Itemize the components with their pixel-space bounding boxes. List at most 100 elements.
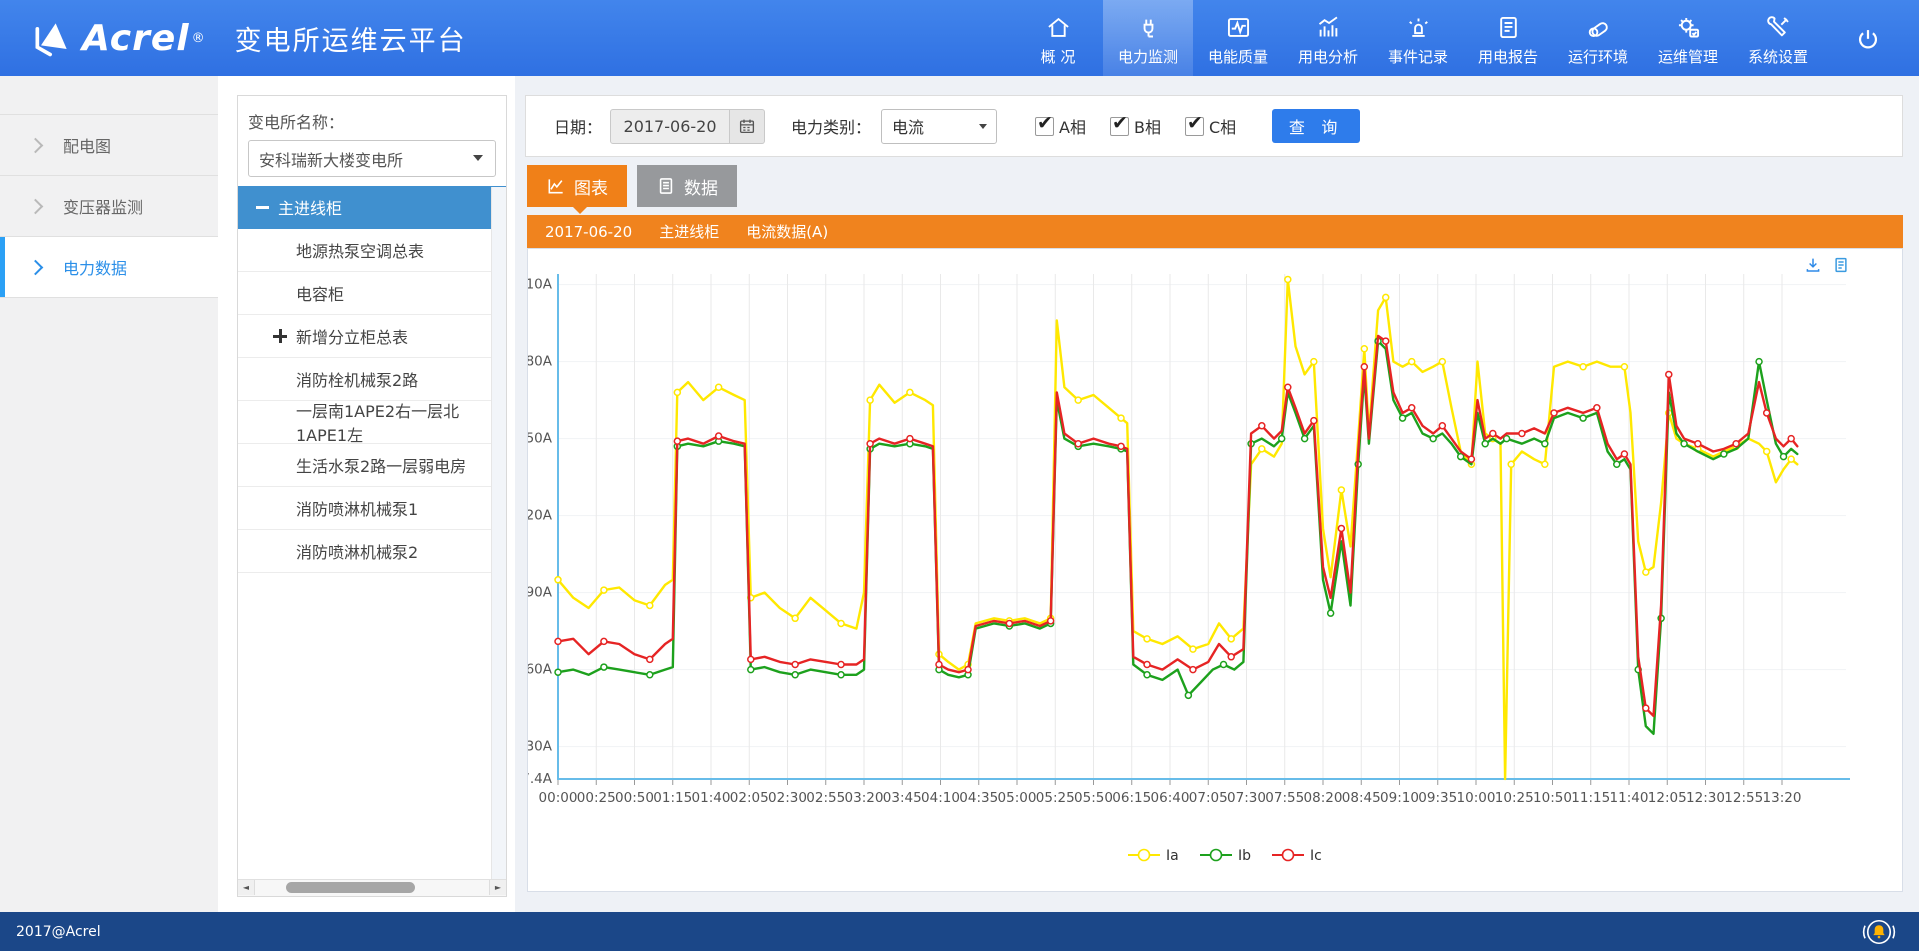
nav-item-system-settings[interactable]: 系统设置 (1733, 0, 1823, 76)
nav-item-power-monitoring[interactable]: 电力监测 (1103, 0, 1193, 76)
svg-text:05:00: 05:00 (998, 790, 1037, 806)
svg-text:07:05: 07:05 (1189, 790, 1228, 806)
tree-item-label: 消防栓机械泵2路 (296, 371, 419, 390)
alarm-bell-icon[interactable] (1861, 914, 1897, 950)
horizontal-scrollbar[interactable]: ◄ ► (238, 879, 506, 896)
checkbox-checked-icon: ✔ (1035, 111, 1055, 136)
nav-item-om-management[interactable]: 运维管理 (1643, 0, 1733, 76)
svg-text:04:10: 04:10 (921, 790, 960, 806)
svg-text:02:05: 02:05 (730, 790, 769, 806)
analysis-icon (1315, 9, 1342, 41)
data-tab-icon (659, 178, 673, 194)
station-select[interactable]: 安科瑞新大楼变电所 (248, 140, 496, 177)
vertical-scrollbar[interactable] (491, 187, 506, 880)
tab-label: 图表 (574, 178, 608, 199)
power-type-select[interactable]: 电流 (881, 108, 998, 144)
sidebar-item-distribution-diagram[interactable]: 配电图 (0, 115, 218, 176)
svg-text:03:45: 03:45 (883, 790, 922, 806)
tab-chart[interactable]: 图表 (527, 165, 627, 214)
result-date: 2017-06-20 (545, 222, 633, 241)
result-metric: 电流数据(A) (746, 223, 829, 241)
view-tabs: 图表 数据 (527, 165, 1903, 214)
collapse-icon[interactable] (256, 201, 269, 214)
tree-item-expandable[interactable]: 新增分立柜总表 (238, 315, 506, 358)
tree-item[interactable]: 地源热泵空调总表 (238, 229, 506, 272)
power-icon (1854, 22, 1882, 54)
nav-label: 事件记录 (1387, 48, 1448, 66)
tree-item[interactable]: 消防栓机械泵2路 (238, 358, 506, 401)
sidebar-list: 配电图 变压器监测 电力数据 (0, 114, 218, 298)
calendar-button[interactable] (730, 108, 766, 144)
svg-text:06:40: 06:40 (1151, 790, 1190, 806)
chevron-right-icon (27, 137, 44, 153)
nav-label: 用电分析 (1297, 48, 1358, 66)
checkbox-checked-icon: ✔ (1184, 111, 1204, 136)
scroll-left-arrow[interactable]: ◄ (238, 880, 255, 895)
tree-item[interactable]: 一层南1APE2右一层北1APE1左 (238, 401, 506, 445)
brand: Acrel ® 变电所运维云平台 (0, 0, 467, 76)
sidebar-item-label: 变压器监测 (63, 198, 144, 217)
svg-text:Ic: Ic (1310, 848, 1322, 864)
nav-item-environment[interactable]: 运行环境 (1553, 0, 1643, 76)
footer: 2017@Acrel (0, 912, 1919, 951)
left-sidebar: 配电图 变压器监测 电力数据 (0, 76, 219, 912)
tree-item[interactable]: 电容柜 (238, 272, 506, 315)
svg-text:09:35: 09:35 (1418, 790, 1457, 806)
result-header: 2017-06-20 主进线柜 电流数据(A) (527, 215, 1903, 248)
tree-item[interactable]: 生活水泵2路一层弱电房 (238, 444, 506, 487)
sidebar-item-label: 配电图 (63, 137, 112, 156)
tree-item-label: 消防喷淋机械泵2 (296, 543, 419, 562)
expand-icon[interactable] (273, 329, 287, 343)
top-header: Acrel ® 变电所运维云平台 概 况 电力监测 电能质量 用电分析 (0, 0, 1919, 76)
svg-text:150A: 150A (528, 431, 553, 447)
sidebar-item-transformer-monitoring[interactable]: 变压器监测 (0, 176, 218, 237)
svg-text:90A: 90A (528, 585, 553, 601)
phase-a-checkbox[interactable]: ✔ A相 (1035, 111, 1086, 138)
phase-c-checkbox[interactable]: ✔ C相 (1184, 111, 1236, 138)
phase-b-checkbox[interactable]: ✔ B相 (1109, 112, 1161, 138)
chevron-right-icon (27, 259, 44, 275)
query-button[interactable]: 查 询 (1272, 109, 1361, 143)
calendar-icon (739, 119, 755, 134)
tab-data[interactable]: 数据 (637, 165, 737, 207)
date-input[interactable]: 2017-06-20 (610, 108, 731, 144)
tools-icon (1765, 9, 1792, 41)
tree-item[interactable]: 消防喷淋机械泵2 (238, 530, 506, 573)
station-select-value: 安科瑞新大楼变电所 (259, 150, 404, 170)
nav-item-event-record[interactable]: 事件记录 (1373, 0, 1463, 76)
sidebar-item-power-data[interactable]: 电力数据 (0, 237, 218, 298)
tree-item-label: 新增分立柜总表 (296, 328, 409, 347)
nav-item-overview[interactable]: 概 况 (1013, 0, 1103, 76)
plug-icon (1135, 9, 1162, 41)
logout-power-button[interactable] (1823, 0, 1913, 76)
current-line-chart[interactable]: 00:00 00:25 00:50 01:15 01:40 02:05 02:30 02:55… (528, 249, 1904, 891)
svg-text:00:25: 00:25 (577, 790, 616, 806)
svg-text:60A: 60A (528, 662, 553, 678)
svg-text:12:05: 12:05 (1648, 790, 1687, 806)
dropdown-arrow-icon (473, 155, 483, 161)
scrollbar-thumb[interactable] (286, 882, 415, 893)
svg-text:07:30: 07:30 (1227, 790, 1266, 806)
svg-text:13:20: 13:20 (1763, 790, 1802, 806)
svg-text:210A: 210A (528, 277, 553, 293)
download-icon[interactable] (1804, 256, 1822, 274)
main-content: 日期： 2017-06-20 电力类别： 电流 ✔ A相 ✔ B相 ✔ (515, 76, 1919, 912)
nav-item-power-quality[interactable]: 电能质量 (1193, 0, 1283, 76)
svg-text:17.4A: 17.4A (528, 771, 553, 787)
svg-text:02:30: 02:30 (768, 790, 807, 806)
scroll-right-arrow[interactable]: ► (489, 880, 506, 895)
tree-item-label: 一层南1APE2右一层北1APE1左 (296, 402, 460, 445)
svg-text:08:20: 08:20 (1304, 790, 1343, 806)
power-type-value: 电流 (892, 118, 925, 137)
svg-text:06:15: 06:15 (1112, 790, 1151, 806)
tree-item-label: 消防喷淋机械泵1 (296, 500, 419, 519)
data-export-icon[interactable] (1832, 256, 1850, 274)
nav-item-energy-report[interactable]: 用电报告 (1463, 0, 1553, 76)
tree-item-main-incoming-cabinet[interactable]: 主进线柜 (238, 186, 506, 229)
tree-item[interactable]: 消防喷淋机械泵1 (238, 487, 506, 530)
nav-item-energy-analysis[interactable]: 用电分析 (1283, 0, 1373, 76)
home-icon (1045, 9, 1072, 41)
svg-text:12:55: 12:55 (1724, 790, 1763, 806)
device-panel: 变电所名称： 安科瑞新大楼变电所 主进线柜 地源热泵空调总表 电容柜 新增 (218, 76, 515, 912)
